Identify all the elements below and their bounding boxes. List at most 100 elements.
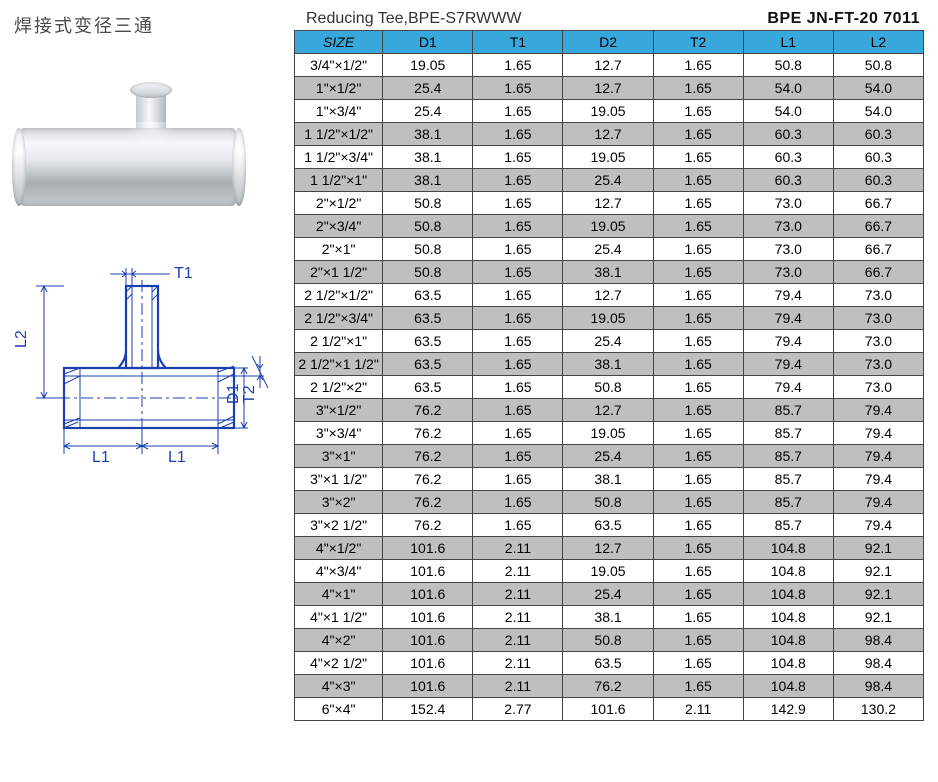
cell-value: 1.65 xyxy=(473,261,563,284)
cell-value: 1.65 xyxy=(473,215,563,238)
table-row: 1"×1/2"25.41.6512.71.6554.054.0 xyxy=(295,77,924,100)
cell-value: 1.65 xyxy=(473,169,563,192)
cell-value: 73.0 xyxy=(743,261,833,284)
cell-size: 2"×1" xyxy=(295,238,383,261)
cell-value: 50.8 xyxy=(563,376,653,399)
cell-value: 92.1 xyxy=(833,583,923,606)
cell-value: 2.11 xyxy=(473,652,563,675)
cell-value: 12.7 xyxy=(563,123,653,146)
table-row: 2 1/2"×2"63.51.6550.81.6579.473.0 xyxy=(295,376,924,399)
cell-value: 1.65 xyxy=(653,652,743,675)
cell-value: 50.8 xyxy=(833,54,923,77)
cell-size: 4"×1 1/2" xyxy=(295,606,383,629)
cell-value: 79.4 xyxy=(743,284,833,307)
cell-value: 54.0 xyxy=(833,77,923,100)
cell-value: 1.65 xyxy=(473,77,563,100)
cell-value: 38.1 xyxy=(563,261,653,284)
cell-value: 1.65 xyxy=(473,468,563,491)
cell-value: 2.11 xyxy=(473,606,563,629)
cell-value: 76.2 xyxy=(383,445,473,468)
cell-value: 63.5 xyxy=(563,514,653,537)
cell-value: 1.65 xyxy=(473,353,563,376)
table-row: 4"×1 1/2"101.62.1138.11.65104.892.1 xyxy=(295,606,924,629)
cell-value: 60.3 xyxy=(743,123,833,146)
cell-value: 1.65 xyxy=(473,330,563,353)
cell-value: 104.8 xyxy=(743,675,833,698)
cell-value: 101.6 xyxy=(383,560,473,583)
cell-value: 1.65 xyxy=(653,284,743,307)
cell-size: 4"×3" xyxy=(295,675,383,698)
cell-value: 1.65 xyxy=(653,537,743,560)
cell-value: 19.05 xyxy=(563,422,653,445)
cell-value: 1.65 xyxy=(653,468,743,491)
table-row: 2"×1 1/2"50.81.6538.11.6573.066.7 xyxy=(295,261,924,284)
cell-value: 1.65 xyxy=(653,606,743,629)
cell-value: 54.0 xyxy=(833,100,923,123)
cell-value: 1.65 xyxy=(653,560,743,583)
cell-size: 1 1/2"×1/2" xyxy=(295,123,383,146)
table-row: 2"×3/4"50.81.6519.051.6573.066.7 xyxy=(295,215,924,238)
table-row: 2 1/2"×1/2"63.51.6512.71.6579.473.0 xyxy=(295,284,924,307)
cell-value: 1.65 xyxy=(473,422,563,445)
table-row: 3"×1/2"76.21.6512.71.6585.779.4 xyxy=(295,399,924,422)
cell-value: 1.65 xyxy=(653,629,743,652)
product-photo xyxy=(14,58,244,208)
cell-value: 1.65 xyxy=(653,169,743,192)
cell-value: 1.65 xyxy=(653,422,743,445)
cell-value: 1.65 xyxy=(653,675,743,698)
table-row: 3"×1 1/2"76.21.6538.11.6585.779.4 xyxy=(295,468,924,491)
cell-value: 50.8 xyxy=(563,629,653,652)
cell-value: 101.6 xyxy=(383,675,473,698)
col-t1: T1 xyxy=(473,31,563,54)
cell-value: 76.2 xyxy=(563,675,653,698)
cell-value: 50.8 xyxy=(563,491,653,514)
cell-value: 1.65 xyxy=(653,77,743,100)
cell-value: 2.11 xyxy=(473,629,563,652)
cell-value: 1.65 xyxy=(653,54,743,77)
cell-value: 104.8 xyxy=(743,537,833,560)
table-row: 3"×2 1/2"76.21.6563.51.6585.779.4 xyxy=(295,514,924,537)
cell-size: 2"×3/4" xyxy=(295,215,383,238)
cell-value: 1.65 xyxy=(653,146,743,169)
cell-value: 79.4 xyxy=(743,307,833,330)
dim-label-l1b: L1 xyxy=(168,449,186,466)
cell-value: 1.65 xyxy=(653,123,743,146)
cell-value: 1.65 xyxy=(653,192,743,215)
cell-size: 4"×2" xyxy=(295,629,383,652)
dim-label-t1: T1 xyxy=(174,265,193,282)
cell-value: 19.05 xyxy=(563,307,653,330)
cell-value: 63.5 xyxy=(383,284,473,307)
cell-size: 4"×1/2" xyxy=(295,537,383,560)
table-row: 2"×1/2"50.81.6512.71.6573.066.7 xyxy=(295,192,924,215)
cell-value: 73.0 xyxy=(743,215,833,238)
cell-value: 38.1 xyxy=(383,123,473,146)
cell-value: 38.1 xyxy=(563,353,653,376)
cell-value: 66.7 xyxy=(833,238,923,261)
cell-value: 66.7 xyxy=(833,215,923,238)
cjk-title: 焊接式变径三通 xyxy=(14,12,294,38)
cell-value: 1.65 xyxy=(653,238,743,261)
cell-value: 63.5 xyxy=(383,330,473,353)
cell-size: 4"×3/4" xyxy=(295,560,383,583)
table-row: 2 1/2"×1 1/2"63.51.6538.11.6579.473.0 xyxy=(295,353,924,376)
cell-value: 73.0 xyxy=(833,284,923,307)
cell-size: 3"×1/2" xyxy=(295,399,383,422)
cell-value: 19.05 xyxy=(383,54,473,77)
cell-value: 79.4 xyxy=(743,330,833,353)
cell-value: 19.05 xyxy=(563,146,653,169)
cell-value: 50.8 xyxy=(383,215,473,238)
col-size: SIZE xyxy=(295,31,383,54)
cell-value: 1.65 xyxy=(653,215,743,238)
cell-value: 73.0 xyxy=(743,238,833,261)
table-row: 3/4"×1/2"19.051.6512.71.6550.850.8 xyxy=(295,54,924,77)
cell-value: 104.8 xyxy=(743,629,833,652)
cell-value: 92.1 xyxy=(833,537,923,560)
cell-value: 50.8 xyxy=(743,54,833,77)
cell-value: 1.65 xyxy=(653,376,743,399)
cell-value: 25.4 xyxy=(563,583,653,606)
cell-value: 38.1 xyxy=(383,146,473,169)
cell-size: 2 1/2"×2" xyxy=(295,376,383,399)
cell-size: 3"×3/4" xyxy=(295,422,383,445)
cell-value: 79.4 xyxy=(743,376,833,399)
cell-value: 79.4 xyxy=(833,445,923,468)
